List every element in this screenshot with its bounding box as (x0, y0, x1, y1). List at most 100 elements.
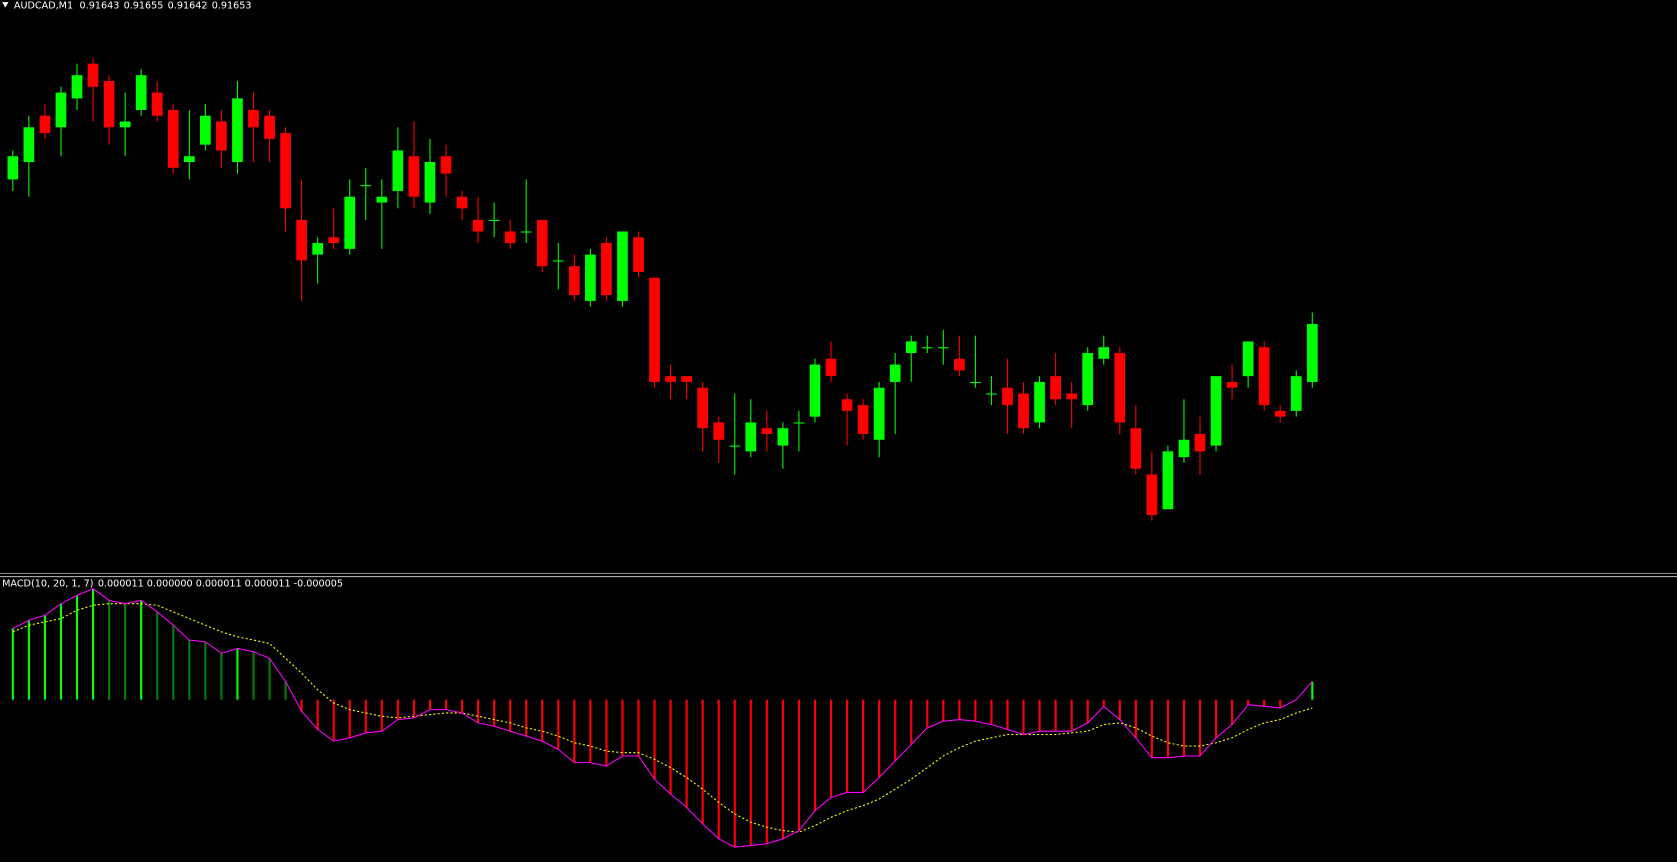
candle-body (376, 196, 388, 203)
menu-arrow[interactable] (2, 2, 9, 8)
candle-body (151, 92, 163, 116)
histogram-bar (477, 699, 480, 723)
candle-body (199, 115, 211, 145)
candle-body (954, 358, 965, 371)
histogram-bar (557, 699, 560, 750)
candle-body (1130, 428, 1142, 469)
candle-body (360, 185, 372, 187)
candle-body (183, 156, 195, 163)
histogram-bar (348, 699, 351, 738)
candle-body (889, 364, 901, 382)
histogram-bar (974, 699, 977, 722)
candle-body (1082, 352, 1094, 406)
candle-body (424, 162, 436, 203)
histogram-bar (204, 641, 207, 700)
histogram-bar (910, 699, 913, 745)
chart-header: AUDCAD,M1 0.91643 0.91655 0.91642 0.91653 (14, 0, 252, 11)
histogram-bar (268, 658, 271, 700)
histogram-bar (59, 603, 63, 700)
histogram-bar (412, 699, 415, 718)
candle-body (536, 219, 548, 267)
histogram-bar (156, 611, 159, 700)
candle-body (520, 231, 532, 233)
histogram-bar (1118, 699, 1121, 720)
candle-body (1146, 474, 1158, 516)
candle-body (504, 231, 516, 244)
macd-line (12, 588, 1313, 848)
histogram-bar (990, 699, 993, 725)
histogram-bar (797, 699, 800, 831)
histogram-bar (1070, 699, 1073, 732)
histogram-bar (460, 699, 464, 713)
candle-body (1242, 341, 1254, 377)
histogram-bar (428, 699, 432, 710)
candle-body (970, 381, 981, 383)
candle-body (328, 237, 340, 244)
histogram-bar (1198, 699, 1202, 757)
histogram-bar (926, 699, 929, 728)
histogram-bar (1231, 699, 1234, 725)
candle-body (905, 341, 917, 353)
histogram-bar (493, 699, 496, 727)
indicator-title: MACD(10, 20, 1, 7) (2, 579, 93, 590)
histogram-bar (220, 653, 223, 700)
candle-body (1290, 376, 1302, 411)
histogram-bar (364, 699, 367, 733)
candle-body (23, 127, 35, 163)
candle-body (841, 399, 853, 411)
histogram-bar (862, 699, 865, 793)
histogram-bar (1214, 699, 1218, 738)
candle-body (873, 387, 885, 440)
histogram-bar (252, 651, 255, 700)
histogram-bar (509, 699, 512, 732)
candle-body (296, 219, 307, 261)
candle-body (1002, 387, 1013, 406)
histogram-bar (1086, 699, 1089, 723)
candle-body (761, 428, 773, 435)
candle-body (633, 237, 644, 272)
candle-body (440, 156, 452, 174)
histogram-bar (845, 699, 849, 793)
histogram-bar (781, 699, 784, 839)
candle-body (986, 393, 997, 395)
high-readout: 0.91655 (124, 0, 164, 11)
candle-body (264, 115, 275, 139)
open-readout: 0.91643 (80, 0, 120, 11)
histogram-bar (108, 600, 111, 700)
candle-body (344, 196, 356, 249)
histogram-bar (316, 699, 319, 730)
histogram-bar (27, 620, 30, 700)
candle-body (617, 231, 628, 301)
histogram-bar (172, 625, 175, 700)
histogram-bar (284, 681, 287, 700)
histogram-bar (43, 615, 46, 700)
candle-body (1274, 410, 1286, 417)
candle-body (681, 376, 692, 382)
candle-body (1050, 376, 1061, 400)
histogram-bar (1038, 699, 1041, 732)
candle-body (472, 219, 484, 232)
candle-body (456, 196, 468, 209)
candle-body (55, 92, 67, 128)
candle-body (601, 243, 612, 296)
candle-body (745, 422, 757, 452)
histogram-bar (1166, 699, 1169, 758)
candle-body (1258, 347, 1270, 406)
histogram-bar (188, 640, 191, 700)
low-readout: 0.91642 (168, 0, 208, 11)
signal-line (12, 603, 1313, 833)
histogram-bar (637, 699, 640, 757)
histogram-bar (958, 699, 961, 720)
histogram-bar (444, 699, 448, 710)
symbol: AUDCAD,M1 (14, 0, 73, 11)
candle-body (729, 445, 741, 447)
histogram-bar (1006, 699, 1009, 730)
candle-body (1114, 352, 1126, 423)
candle-body (7, 156, 19, 180)
histogram-bar (1263, 699, 1266, 707)
candle-body (568, 266, 580, 296)
candle-body (167, 109, 179, 168)
histogram-bar (300, 699, 303, 712)
candle-body (280, 133, 291, 209)
